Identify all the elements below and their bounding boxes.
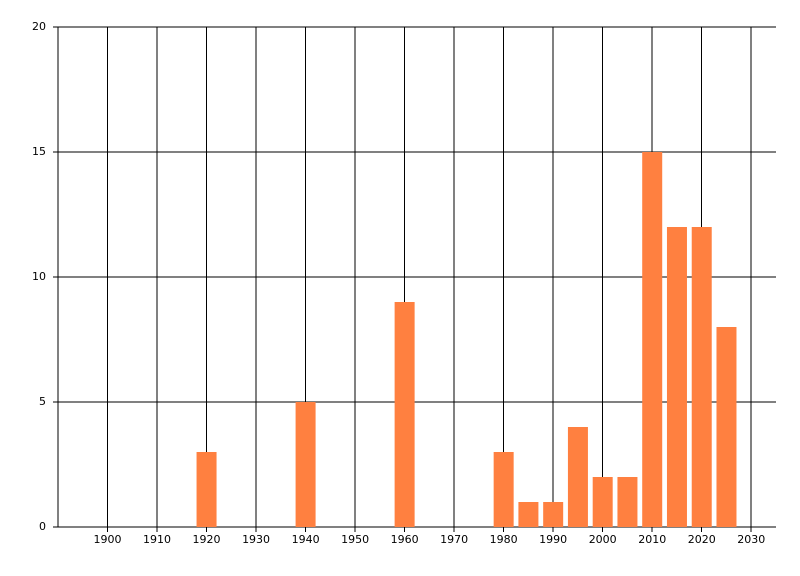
x-tick-label: 2020 (688, 533, 716, 546)
x-tick-label: 2030 (737, 533, 765, 546)
x-tick-label: 1910 (143, 533, 171, 546)
y-tick-label: 5 (39, 395, 46, 408)
bar (642, 152, 663, 527)
x-tick-label: 2000 (589, 533, 617, 546)
bar (617, 477, 638, 527)
x-tick-label: 2010 (638, 533, 666, 546)
bar (295, 402, 316, 527)
bar (691, 227, 712, 527)
y-tick-label: 15 (32, 145, 46, 158)
x-tick-label: 1930 (242, 533, 270, 546)
y-tick-label: 0 (39, 520, 46, 533)
bar (543, 502, 564, 527)
bar (493, 452, 514, 527)
x-tick-label: 1970 (440, 533, 468, 546)
x-tick-label: 1990 (539, 533, 567, 546)
x-tick-label: 1950 (341, 533, 369, 546)
bar (567, 427, 588, 527)
y-tick-label: 20 (32, 20, 46, 33)
x-tick-label: 1940 (292, 533, 320, 546)
y-tick-label: 10 (32, 270, 46, 283)
bar (666, 227, 687, 527)
x-tick-label: 1960 (391, 533, 419, 546)
bar (518, 502, 539, 527)
bar (592, 477, 613, 527)
bar (394, 302, 415, 527)
x-tick-label: 1920 (193, 533, 221, 546)
bar (716, 327, 737, 527)
bar (196, 452, 217, 527)
x-tick-label: 1900 (94, 533, 122, 546)
x-tick-label: 1980 (490, 533, 518, 546)
